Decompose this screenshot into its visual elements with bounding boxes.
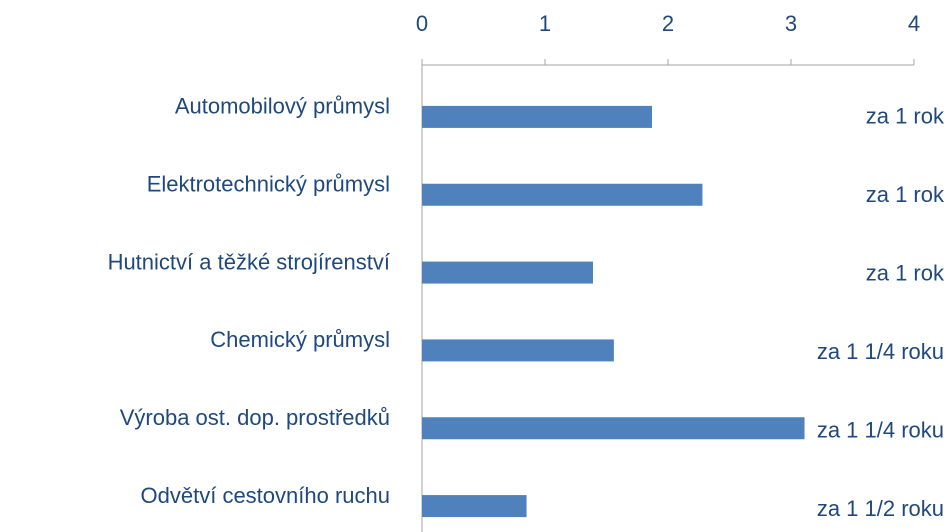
annotation: za 1 rok xyxy=(866,182,945,207)
y-tick-label: Odvětví cestovního ruchu xyxy=(141,483,390,508)
bar xyxy=(422,495,527,518)
bar xyxy=(422,417,805,440)
annotation: za 1 1/4 roku xyxy=(817,417,944,442)
bar xyxy=(422,261,593,284)
annotation: za 1 1/2 roku xyxy=(817,496,944,521)
bar xyxy=(422,183,703,206)
x-tick-label: 4 xyxy=(908,11,920,36)
y-tick-label: Výroba ost. dop. prostředků xyxy=(120,405,390,430)
y-tick-label: Automobilový průmysl xyxy=(175,94,390,119)
annotation: za 1 rok xyxy=(866,104,945,129)
x-tick-label: 3 xyxy=(785,11,797,36)
y-tick-label: Elektrotechnický průmysl xyxy=(147,172,390,197)
x-tick-label: 0 xyxy=(416,11,428,36)
y-tick-label: Chemický průmysl xyxy=(210,327,390,352)
x-tick-label: 2 xyxy=(662,11,674,36)
y-tick-label: Hutnictví a těžké strojírenství xyxy=(108,249,390,274)
bar xyxy=(422,105,653,128)
annotation: za 1 rok xyxy=(866,261,945,286)
x-tick-label: 1 xyxy=(539,11,551,36)
bar xyxy=(422,339,614,362)
annotation: za 1 1/4 roku xyxy=(817,339,944,364)
